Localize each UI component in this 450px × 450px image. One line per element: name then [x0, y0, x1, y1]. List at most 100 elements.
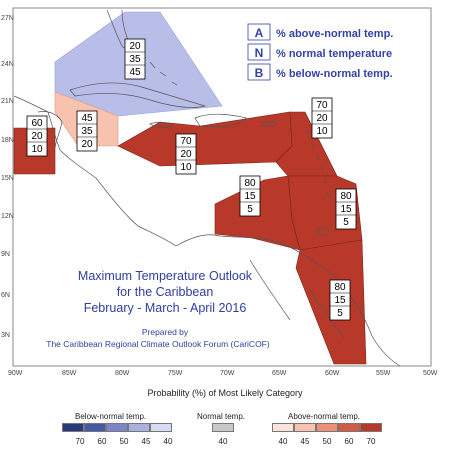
prob-normal: 20 [316, 113, 328, 124]
lat-label: 27N [1, 15, 14, 22]
title-line-1: Maximum Temperature Outlook [78, 269, 253, 283]
legend-above-title: Above-normal temp. [288, 412, 361, 421]
key-box-b [247, 63, 271, 81]
prob-below: 10 [31, 144, 43, 155]
prob-above: 80 [334, 282, 346, 293]
south-america-north-coast [175, 234, 401, 367]
prob-box-belize: 60 20 10 [26, 115, 48, 157]
legend-swatch [294, 423, 316, 432]
prob-above: 60 [31, 118, 43, 129]
legend-normal-title: Normal temp. [197, 412, 246, 421]
prob-normal: 20 [180, 149, 192, 160]
legend-swatch [84, 423, 106, 432]
prob-box-frame [329, 279, 351, 321]
lat-label: 9N [1, 251, 10, 258]
lon-label: 85W [62, 370, 77, 377]
legend-below-label: 60 [97, 437, 107, 446]
key-text-above: % above-normal temp. [276, 28, 393, 40]
prob-above: 70 [316, 100, 328, 111]
prob-normal: 15 [340, 204, 352, 215]
legend-normal-label: 40 [218, 437, 228, 446]
lat-label: 3N [1, 332, 10, 339]
lat-label: 15N [1, 175, 14, 182]
key-letter-n: N [255, 46, 264, 60]
prob-below: 5 [343, 217, 349, 228]
legend-above-label: 60 [344, 437, 354, 446]
legend-swatch [360, 423, 382, 432]
prob-normal: 35 [81, 126, 93, 137]
lesser-antilles-outline [305, 129, 330, 199]
legend-caption: Probability (%) of Most Likely Category [147, 388, 303, 398]
legend-above-label: 45 [300, 437, 310, 446]
lat-label: 18N [1, 137, 14, 144]
lon-label: 75W [168, 370, 183, 377]
prob-box-frame [335, 188, 357, 230]
forum-name: The Caribbean Regional Climate Outlook F… [46, 339, 270, 349]
puerto-rico-outline [261, 121, 277, 127]
prob-above: 45 [81, 113, 93, 124]
prob-above: 20 [129, 41, 141, 52]
prob-below: 20 [81, 139, 93, 150]
category-key: A % above-normal temp. N % normal temper… [247, 23, 393, 81]
prob-box-frame [124, 38, 146, 80]
prob-box-south: 80 15 5 [239, 175, 261, 217]
lat-label: 6N [1, 292, 10, 299]
mexico-central-america-outline [13, 95, 177, 247]
key-text-below: % below-normal temp. [276, 68, 393, 80]
prob-normal: 20 [31, 131, 43, 142]
lon-label: 80W [115, 370, 130, 377]
legend-below-label: 45 [141, 437, 151, 446]
legend-below-label: 50 [119, 437, 129, 446]
lon-label: 60W [325, 370, 340, 377]
prob-box-frame [239, 175, 261, 217]
lon-label: 90W [8, 370, 23, 377]
prepared-by: Prepared by [142, 327, 189, 337]
legend-swatch [128, 423, 150, 432]
legend-swatch [316, 423, 338, 432]
prob-box-east: 80 15 5 [335, 188, 357, 230]
hispaniola-outline [194, 113, 247, 128]
prob-box-antilles: 70 20 10 [175, 133, 197, 175]
lon-label: 50W [423, 370, 438, 377]
jamaica-outline [149, 121, 173, 129]
prob-box-leeward: 70 20 10 [311, 97, 333, 139]
prob-below: 10 [316, 126, 328, 137]
legend-swatch [62, 423, 84, 432]
title-line-3: February - March - April 2016 [84, 301, 247, 315]
prob-above: 70 [180, 136, 192, 147]
lon-label: 65W [272, 370, 287, 377]
prob-box-frame [311, 97, 333, 139]
key-text-normal: % normal temperature [276, 48, 392, 60]
title-line-2: for the Caribbean [117, 285, 214, 299]
prob-below: 10 [180, 162, 192, 173]
lon-label: 70W [220, 370, 235, 377]
key-box-n [247, 43, 271, 61]
outlook-map: 27N 24N 21N 18N 15N 12N 9N 6N 3N 90W 85W… [1, 7, 438, 377]
cuba-outline [69, 82, 207, 108]
legend-swatch [272, 423, 294, 432]
legend-swatch [106, 423, 128, 432]
legend-below-label: 70 [75, 437, 85, 446]
rivers-inland [249, 259, 345, 339]
trinidad-outline [317, 227, 329, 236]
key-letter-b: B [255, 66, 264, 80]
prob-box-frame [76, 110, 98, 152]
probability-boxes: 20 35 45 45 35 20 60 20 10 70 20 [26, 38, 357, 321]
prob-box-cuba: 45 35 20 [76, 110, 98, 152]
prob-below: 5 [247, 204, 253, 215]
prob-box-bahamas: 20 35 45 [124, 38, 146, 80]
prob-normal: 35 [129, 54, 141, 65]
longitude-labels: 90W 85W 80W 75W 70W 65W 60W 55W 50W [8, 370, 438, 377]
legend-above-label: 40 [278, 437, 288, 446]
map-title: Maximum Temperature Outlook for the Cari… [46, 269, 270, 349]
legend-above-label: 50 [322, 437, 332, 446]
prob-below: 5 [337, 308, 343, 319]
prob-below: 45 [129, 67, 141, 78]
legend-swatch [212, 423, 234, 432]
key-letter-a: A [255, 26, 264, 40]
land-outlines [13, 9, 401, 367]
legend-swatch [338, 423, 360, 432]
lon-label: 55W [376, 370, 391, 377]
prob-box-guianas: 80 15 5 [329, 279, 351, 321]
key-box-a [247, 23, 271, 41]
